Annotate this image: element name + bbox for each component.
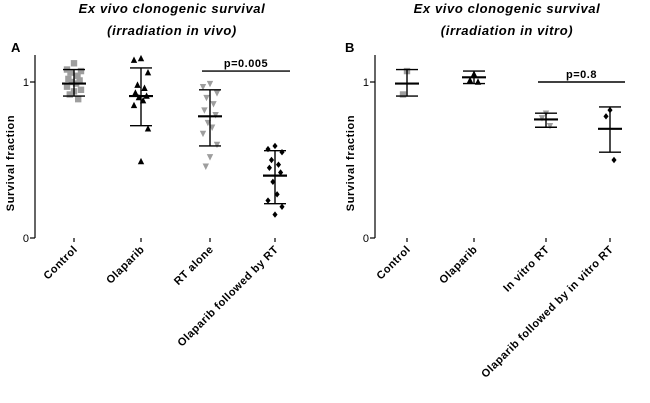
data-point	[130, 101, 138, 109]
data-point	[279, 203, 285, 210]
group-control: Control	[42, 60, 86, 282]
group-rt-alone: RT alone	[172, 80, 222, 288]
chart-title-part: (irradiation	[107, 23, 186, 38]
data-point	[202, 163, 209, 170]
y-tick-label: 1	[363, 77, 369, 89]
x-category-label: Olaparib followed by in vitro RT	[479, 244, 616, 381]
data-point	[66, 91, 73, 98]
chart-title-part: )	[566, 23, 573, 38]
chart-title-part: in vitro	[520, 23, 568, 38]
data-point	[65, 75, 72, 83]
data-point	[213, 141, 221, 149]
data-point	[74, 72, 81, 79]
data-point	[77, 67, 85, 75]
chart-title-part: (irradiation	[441, 23, 520, 38]
data-point	[67, 69, 74, 76]
significance-label: p=0.8	[566, 69, 597, 81]
group-olaparib-followed-by-rt: Olaparib followed by RT	[175, 142, 287, 349]
chart-title-part: )	[230, 23, 237, 38]
x-category-label: Control	[375, 244, 414, 283]
data-point	[210, 101, 217, 108]
data-point	[68, 78, 76, 86]
data-point	[399, 91, 407, 98]
data-point	[278, 169, 284, 176]
chart-title-line2: (irradiation in vitro)	[441, 23, 573, 38]
data-point	[203, 94, 210, 102]
x-category-label: Control	[42, 244, 81, 283]
group-olaparib: Olaparib	[104, 54, 153, 287]
group-control: Control	[375, 67, 419, 283]
x-category-label: In vitro RT	[501, 244, 552, 295]
data-point	[270, 178, 276, 186]
data-point	[70, 60, 78, 67]
chart-title-line1: Ex vivo clonogenic survival	[414, 1, 601, 16]
chart-panel-b: Ex vivo clonogenic survival (irradiation …	[345, 1, 625, 381]
data-point	[199, 130, 207, 138]
panel-label: A	[11, 40, 21, 55]
data-point	[272, 142, 278, 150]
data-point	[201, 107, 208, 114]
y-tick-label: 0	[363, 233, 369, 245]
data-point	[272, 211, 278, 218]
data-point	[206, 154, 214, 161]
data-point	[206, 80, 214, 88]
group-olaparib: Olaparib	[437, 70, 486, 287]
data-point	[546, 122, 554, 130]
significance-label: p=0.005	[224, 58, 268, 70]
chart-title-line2: (irradiation in vivo)	[107, 23, 237, 38]
data-point	[268, 156, 275, 164]
data-point	[144, 68, 152, 76]
y-axis-label: Survival fraction	[345, 115, 357, 211]
data-point	[199, 83, 207, 91]
data-point	[77, 86, 85, 93]
group-in-vitro-rt: In vitro RT	[501, 110, 558, 295]
data-point	[63, 83, 71, 90]
data-point	[76, 77, 83, 84]
data-point	[137, 54, 145, 62]
x-category-label: RT alone	[172, 244, 216, 288]
data-point	[274, 191, 280, 198]
chart-title-part: in vivo	[186, 23, 231, 38]
data-point	[275, 161, 282, 168]
data-point	[75, 95, 82, 103]
data-point	[265, 197, 271, 204]
y-axis-label: Survival fraction	[5, 115, 17, 211]
data-point	[266, 164, 272, 171]
x-category-label: Olaparib	[437, 244, 480, 287]
data-point	[137, 157, 145, 165]
data-point	[213, 90, 221, 97]
data-point	[130, 56, 138, 63]
data-point	[611, 156, 617, 164]
group-olaparib-followed-by-in-vitro-rt: Olaparib followed by in vitro RT	[479, 106, 622, 381]
data-point	[144, 125, 152, 132]
data-point	[134, 81, 141, 88]
y-tick-label: 0	[23, 233, 29, 245]
chart-panel-a: Ex vivo clonogenic survival (irradiation …	[5, 1, 290, 349]
panel-label: B	[345, 40, 354, 55]
data-point	[466, 76, 474, 84]
data-point	[603, 113, 609, 120]
x-category-label: Olaparib	[104, 244, 147, 287]
data-point	[132, 89, 139, 96]
data-point	[141, 84, 148, 91]
chart-title-line1: Ex vivo clonogenic survival	[79, 1, 266, 16]
y-tick-label: 1	[23, 77, 29, 89]
